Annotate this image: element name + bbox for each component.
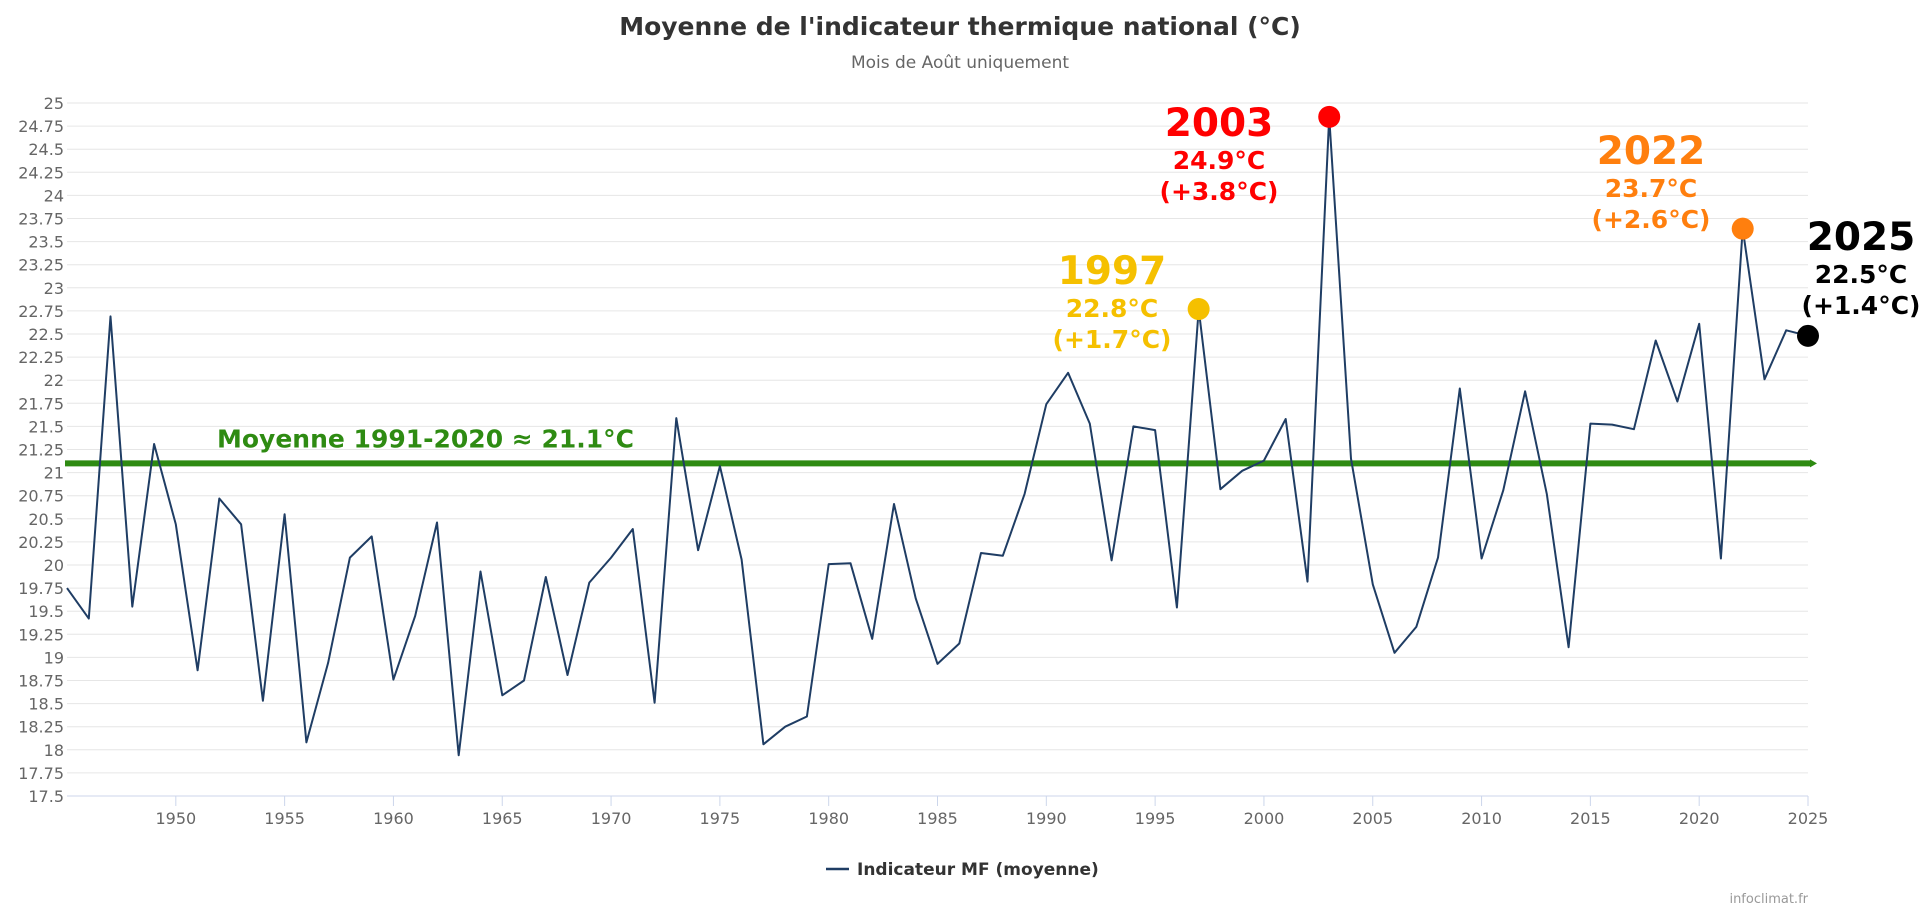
y-tick-label: 24.75 bbox=[18, 117, 64, 136]
grid-lines bbox=[67, 102, 1808, 797]
chart-title: Moyenne de l'indicateur thermique nation… bbox=[619, 12, 1301, 41]
annotation-anomaly-1997: (+1.7°C) bbox=[1053, 325, 1172, 354]
y-tick-label: 20.5 bbox=[28, 510, 64, 529]
annotation-value-2003: 24.9°C bbox=[1173, 146, 1266, 175]
credit-text[interactable]: infoclimat.fr bbox=[1729, 892, 1808, 907]
x-tick-label: 1960 bbox=[373, 809, 414, 828]
x-tick-label: 2010 bbox=[1461, 809, 1502, 828]
x-tick-label: 1980 bbox=[808, 809, 849, 828]
annotation-year-2025: 2025 bbox=[1807, 215, 1916, 260]
x-tick-label: 1995 bbox=[1135, 809, 1176, 828]
x-tick-label: 1985 bbox=[917, 809, 958, 828]
annotation-value-2022: 23.7°C bbox=[1605, 174, 1698, 203]
y-tick-label: 18.5 bbox=[28, 695, 64, 714]
highlight-point-2003 bbox=[1318, 105, 1341, 128]
y-tick-label: 22.75 bbox=[18, 302, 64, 321]
annotation-year-1997: 1997 bbox=[1058, 249, 1167, 294]
y-tick-label: 22.25 bbox=[18, 348, 64, 367]
y-tick-label: 23.25 bbox=[18, 256, 64, 275]
series-group bbox=[66, 115, 1809, 757]
x-tick-label: 2000 bbox=[1244, 809, 1285, 828]
y-tick-label: 22.5 bbox=[28, 325, 64, 344]
y-tick-label: 22 bbox=[44, 371, 64, 390]
annotation-anomaly-2003: (+3.8°C) bbox=[1160, 177, 1279, 206]
y-tick-label: 18.25 bbox=[18, 718, 64, 737]
annotation-anomaly-2025: (+1.4°C) bbox=[1802, 291, 1920, 320]
x-tick-label: 2015 bbox=[1570, 809, 1611, 828]
annotation-year-2022: 2022 bbox=[1597, 129, 1706, 174]
x-tick-label: 1975 bbox=[700, 809, 741, 828]
x-tick-label: 1950 bbox=[155, 809, 196, 828]
y-tick-label: 17.5 bbox=[28, 787, 64, 806]
x-tick-label: 1970 bbox=[591, 809, 632, 828]
y-tick-label: 20.25 bbox=[18, 533, 64, 552]
reference-line-arrow bbox=[1810, 459, 1817, 468]
y-tick-label: 18 bbox=[44, 741, 64, 760]
x-tick-label: 1990 bbox=[1026, 809, 1067, 828]
annotation-anomaly-2022: (+2.6°C) bbox=[1592, 205, 1711, 234]
series-line bbox=[66, 115, 1809, 757]
y-tick-label: 23.75 bbox=[18, 210, 64, 229]
highlight-point-1997 bbox=[1187, 298, 1210, 321]
legend[interactable]: Indicateur MF (moyenne) bbox=[826, 860, 1099, 880]
chart-subtitle: Mois de Août uniquement bbox=[851, 53, 1069, 73]
x-tick-label: 1965 bbox=[482, 809, 523, 828]
y-tick-label: 19.75 bbox=[18, 579, 64, 598]
y-tick-label: 19.25 bbox=[18, 625, 64, 644]
annotation-value-2025: 22.5°C bbox=[1815, 260, 1908, 289]
y-tick-label: 21.25 bbox=[18, 441, 64, 460]
x-tick-label: 2005 bbox=[1352, 809, 1393, 828]
highlight-point-2022 bbox=[1731, 217, 1754, 240]
annotation-year-2003: 2003 bbox=[1165, 101, 1274, 146]
highlight-point-2025 bbox=[1797, 324, 1819, 347]
y-tick-label: 23.5 bbox=[28, 233, 64, 252]
y-tick-label: 20.75 bbox=[18, 487, 64, 506]
x-tick-label: 2025 bbox=[1788, 809, 1829, 828]
y-tick-label: 18.75 bbox=[18, 672, 64, 691]
y-tick-label: 21 bbox=[44, 464, 64, 483]
x-axis-ticks: 1950 1955 1960 1965 1970 1975 1980 1985 1990 1995… bbox=[67, 795, 1829, 828]
y-tick-label: 25 bbox=[44, 94, 64, 113]
y-tick-label: 20 bbox=[44, 556, 64, 575]
y-tick-label: 19 bbox=[44, 648, 64, 667]
legend-label[interactable]: Indicateur MF (moyenne) bbox=[857, 860, 1099, 880]
y-tick-label: 17.75 bbox=[18, 764, 64, 783]
y-tick-label: 19.5 bbox=[28, 602, 64, 621]
y-tick-label: 21.5 bbox=[28, 417, 64, 436]
x-tick-label: 2020 bbox=[1679, 809, 1720, 828]
y-tick-label: 24 bbox=[44, 186, 64, 205]
reference-line-label: Moyenne 1991-2020 ≈ 21.1°C bbox=[217, 424, 634, 453]
annotation-value-1997: 22.8°C bbox=[1066, 294, 1159, 323]
reference-line-group: Moyenne 1991-2020 ≈ 21.1°C bbox=[65, 424, 1817, 468]
x-tick-label: 1955 bbox=[264, 809, 305, 828]
y-tick-label: 24.5 bbox=[28, 140, 64, 159]
y-tick-label: 21.75 bbox=[18, 394, 64, 413]
y-axis-ticks: 17.5 17.75 18 18.25 18.5 18.75 19 19.25 19.5 19.7… bbox=[18, 94, 64, 806]
y-tick-label: 24.25 bbox=[18, 163, 64, 182]
y-tick-label: 23 bbox=[44, 279, 64, 298]
